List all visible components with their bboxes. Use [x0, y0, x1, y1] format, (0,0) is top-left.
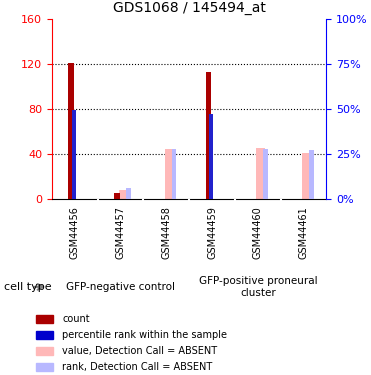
- Text: GSM44461: GSM44461: [299, 206, 309, 259]
- Text: count: count: [62, 314, 90, 324]
- Text: percentile rank within the sample: percentile rank within the sample: [62, 330, 227, 340]
- Bar: [36, 347, 53, 355]
- Text: value, Detection Call = ABSENT: value, Detection Call = ABSENT: [62, 346, 217, 356]
- Bar: [165, 149, 173, 199]
- Bar: [302, 153, 311, 199]
- Bar: [126, 188, 131, 199]
- Bar: [114, 193, 120, 199]
- Bar: [36, 315, 53, 323]
- Text: GFP-negative control: GFP-negative control: [66, 282, 175, 292]
- Bar: [68, 63, 74, 199]
- Bar: [36, 363, 53, 371]
- Text: GSM44460: GSM44460: [253, 206, 263, 259]
- Bar: [256, 148, 265, 199]
- Text: GFP-positive proneural
cluster: GFP-positive proneural cluster: [198, 276, 317, 298]
- Bar: [263, 149, 268, 199]
- Bar: [36, 332, 53, 339]
- Bar: [172, 149, 176, 199]
- Text: GSM44457: GSM44457: [116, 206, 125, 259]
- Title: GDS1068 / 145494_at: GDS1068 / 145494_at: [113, 1, 266, 15]
- Text: GSM44458: GSM44458: [161, 206, 171, 259]
- Bar: [72, 110, 76, 199]
- Text: rank, Detection Call = ABSENT: rank, Detection Call = ABSENT: [62, 362, 213, 372]
- Text: GSM44459: GSM44459: [207, 206, 217, 259]
- Text: GSM44456: GSM44456: [70, 206, 80, 259]
- Bar: [206, 72, 211, 199]
- Bar: [119, 190, 128, 199]
- Text: cell type: cell type: [4, 282, 51, 292]
- Bar: [209, 114, 213, 199]
- Bar: [309, 150, 313, 199]
